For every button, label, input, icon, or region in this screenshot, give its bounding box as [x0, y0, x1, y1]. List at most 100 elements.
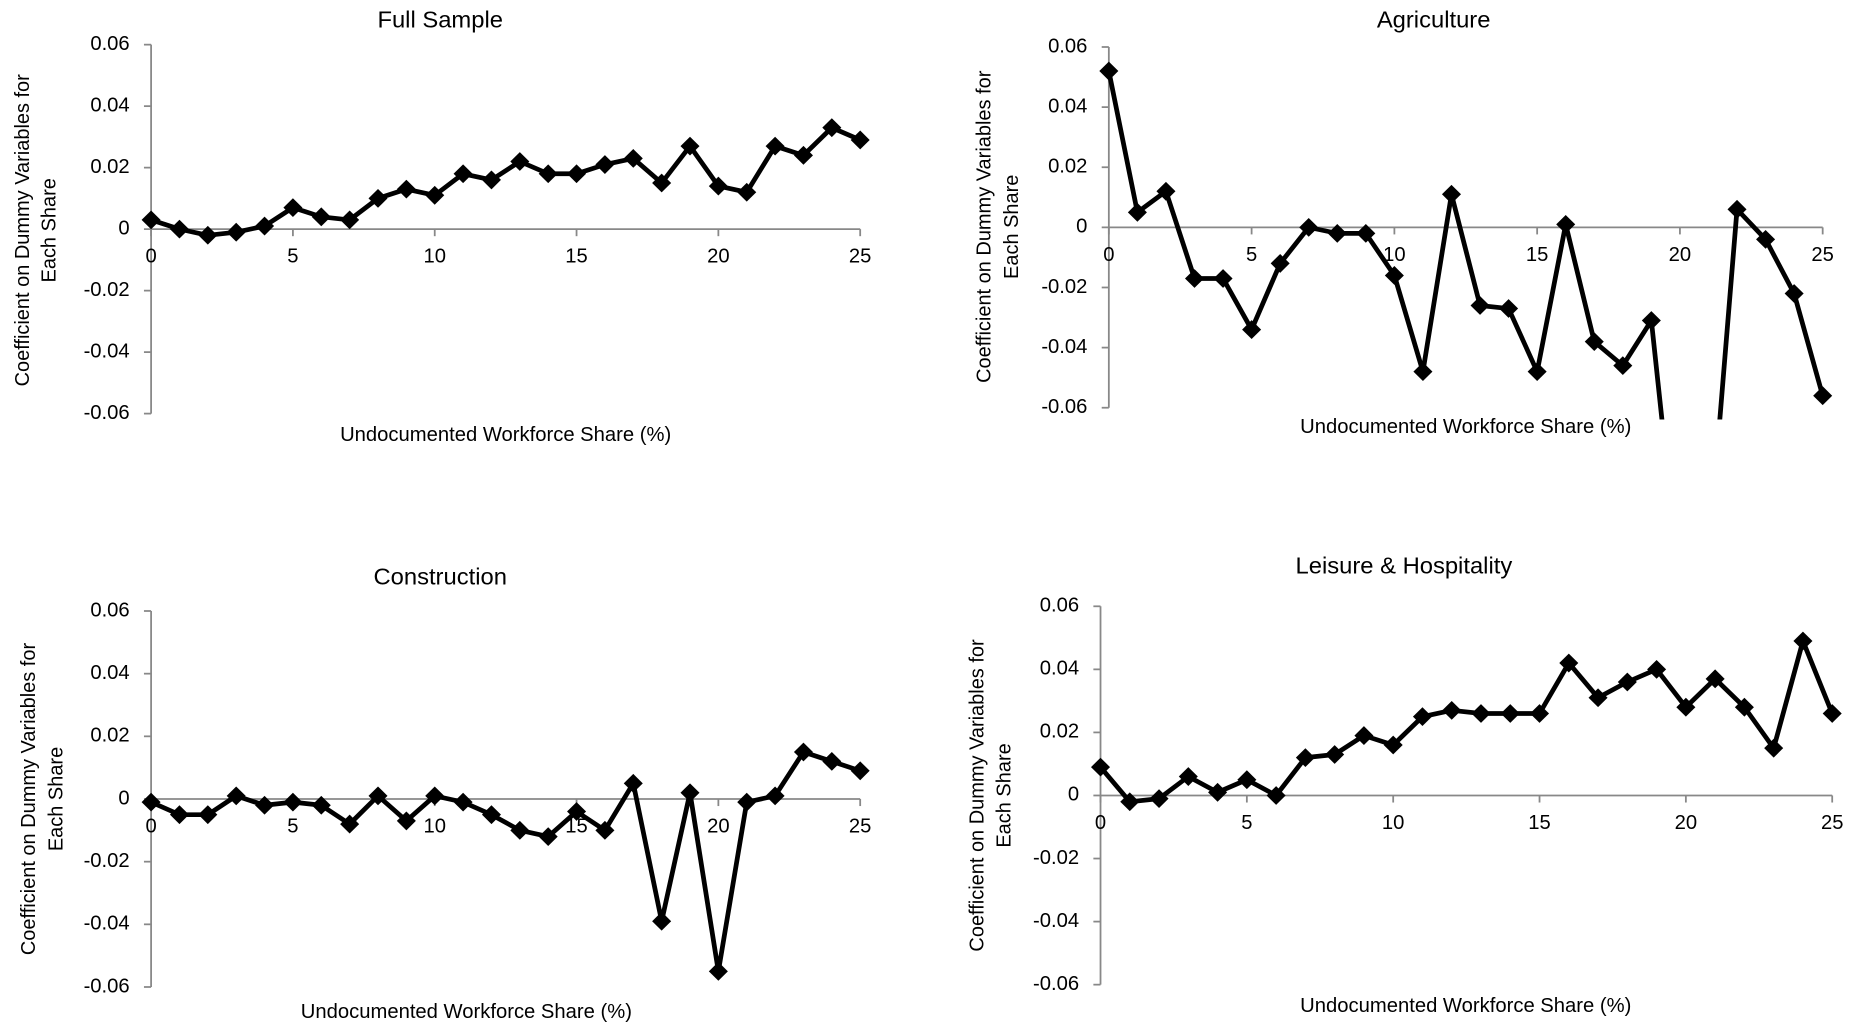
x-tick-label: 0	[145, 816, 156, 838]
x-tick-label: 20	[1675, 812, 1697, 834]
data-line	[1106, 70, 1825, 420]
y-tick-label: 0.02	[1048, 156, 1087, 178]
marker	[680, 783, 700, 803]
x-tick-label: 10	[1382, 812, 1404, 834]
marker	[1441, 184, 1462, 204]
x-tick-label: 0	[1095, 812, 1106, 834]
y-axis-label: Coefficient on Dummy Variables for	[966, 639, 988, 952]
data-line	[150, 749, 861, 974]
marker	[1208, 782, 1228, 802]
y-tick-label: 0.04	[1040, 658, 1079, 680]
x-tick-label: 25	[1811, 244, 1833, 266]
marker	[850, 761, 870, 781]
x-tick-label: 5	[1241, 812, 1252, 834]
marker	[652, 173, 672, 193]
marker	[1127, 202, 1147, 222]
x-axis-label: Undocumented Workforce Share (%)	[1300, 995, 1631, 1017]
marker	[1734, 697, 1754, 717]
marker	[1556, 214, 1576, 234]
marker	[737, 182, 757, 202]
marker	[510, 820, 530, 840]
marker	[1184, 269, 1205, 288]
data-line	[150, 125, 862, 238]
x-tick-label: 20	[707, 816, 729, 838]
marker	[1470, 296, 1490, 315]
y-tick-label: 0.06	[1040, 595, 1079, 617]
x-tick-label: 20	[1669, 244, 1691, 266]
marker	[1793, 631, 1813, 651]
marker	[481, 805, 501, 825]
x-tick-label: 0	[145, 246, 156, 268]
x-tick-label: 5	[1246, 244, 1257, 266]
marker	[793, 742, 813, 762]
marker	[1413, 362, 1433, 382]
marker	[623, 149, 643, 168]
y-axis-label: Coefficient on Dummy Variables for	[18, 643, 40, 956]
plot-area	[141, 742, 870, 981]
marker	[708, 961, 728, 981]
x-tick-label: 25	[849, 246, 871, 268]
y-tick-label: -0.06	[1033, 973, 1079, 995]
x-axis-label: Undocumented Workforce Share (%)	[340, 424, 671, 446]
marker	[283, 792, 303, 812]
y-tick-label: -0.02	[1033, 847, 1079, 869]
marker	[1442, 700, 1462, 720]
marker	[1527, 362, 1547, 382]
y-tick-label: 0.02	[90, 725, 129, 747]
marker	[595, 155, 615, 174]
x-tick-label: 10	[423, 816, 445, 838]
marker	[1784, 284, 1804, 303]
marker	[311, 795, 331, 815]
marker	[510, 152, 530, 171]
marker	[1325, 745, 1345, 764]
marker	[1213, 269, 1233, 288]
marker	[1813, 386, 1833, 406]
chart-title: Agriculture	[1377, 7, 1491, 33]
plot-area	[1099, 61, 1833, 568]
y-tick-label: -0.06	[84, 402, 130, 424]
marker	[652, 911, 672, 931]
y-axis-label: Coefficient on Dummy Variables for	[973, 70, 995, 383]
y-tick-label: -0.06	[1041, 396, 1087, 418]
marker	[198, 225, 218, 245]
x-tick-label: 10	[1383, 244, 1405, 266]
marker	[1641, 311, 1661, 330]
chart-title: Leisure & Hospitality	[1296, 554, 1513, 580]
y-tick-label: 0.04	[90, 662, 129, 684]
marker	[595, 820, 615, 840]
y-axis-label: Each Share	[38, 178, 60, 282]
marker	[737, 792, 757, 812]
y-tick-label: 0	[1068, 784, 1079, 806]
y-tick-label: 0.04	[1048, 96, 1087, 118]
marker	[1647, 659, 1667, 679]
y-tick-label: -0.04	[84, 340, 130, 362]
marker	[1764, 738, 1784, 758]
marker	[1699, 549, 1718, 568]
x-tick-label: 15	[1528, 812, 1550, 834]
plot-area	[141, 118, 870, 245]
marker	[793, 145, 813, 165]
y-tick-label: -0.02	[1041, 276, 1087, 298]
marker	[1295, 748, 1315, 768]
plot-area	[1090, 631, 1842, 812]
marker	[623, 773, 643, 793]
marker	[850, 130, 870, 150]
marker	[765, 136, 785, 156]
y-tick-label: 0.04	[90, 95, 129, 117]
marker	[822, 752, 842, 771]
y-tick-label: 0	[118, 787, 129, 809]
x-tick-label: 5	[287, 246, 298, 268]
x-tick-label: 15	[1526, 244, 1548, 266]
y-axis-label: Coefficient on Dummy Variables for	[12, 74, 34, 387]
marker	[226, 222, 246, 242]
marker	[1530, 704, 1550, 723]
y-tick-label: -0.04	[84, 913, 130, 935]
marker	[680, 136, 700, 156]
y-tick-label: 0.06	[90, 33, 129, 55]
marker	[425, 786, 445, 806]
marker	[567, 802, 587, 821]
y-tick-label: 0	[118, 218, 129, 240]
marker	[1584, 332, 1604, 351]
marker	[1242, 320, 1262, 339]
y-axis-label: Each Share	[994, 743, 1016, 847]
